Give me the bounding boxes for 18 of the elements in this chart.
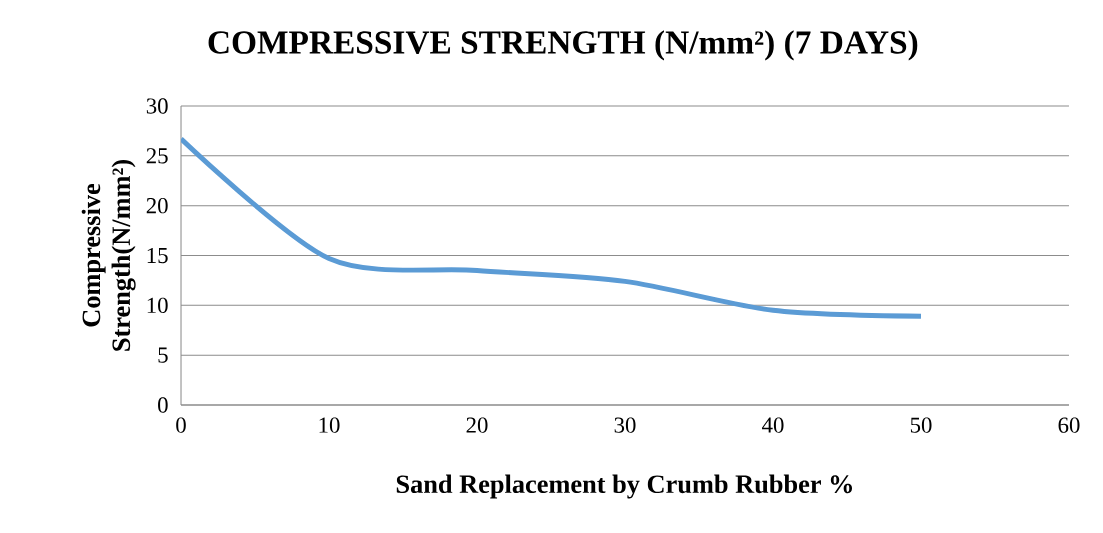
x-tick-label: 30 bbox=[614, 417, 636, 433]
y-tick-label: 15 bbox=[147, 247, 168, 264]
y-tick-label: 0 bbox=[158, 397, 168, 413]
x-tick-label: 50 bbox=[910, 417, 932, 433]
x-axis-title: Sand Replacement by Crumb Rubber % bbox=[396, 474, 853, 499]
y-axis-title: Compressive Strength(N/mm²) bbox=[81, 159, 136, 351]
line-series bbox=[181, 136, 924, 319]
x-tick-label: 0 bbox=[176, 417, 186, 433]
y-tick-label: 20 bbox=[146, 197, 168, 214]
y-tick-label: 30 bbox=[146, 98, 168, 114]
y-tick-label: 10 bbox=[147, 297, 168, 314]
chart-title: COMPRESSIVE STRENGTH (N/mm²) (7 DAYS) bbox=[208, 30, 918, 61]
x-tick-label: 40 bbox=[762, 417, 784, 433]
y-tick-label: 25 bbox=[146, 148, 168, 164]
x-tick-label: 20 bbox=[466, 417, 488, 433]
y-tick-label: 5 bbox=[158, 347, 168, 363]
x-tick-label: 60 bbox=[1058, 417, 1080, 433]
x-tick-label: 10 bbox=[319, 417, 340, 433]
